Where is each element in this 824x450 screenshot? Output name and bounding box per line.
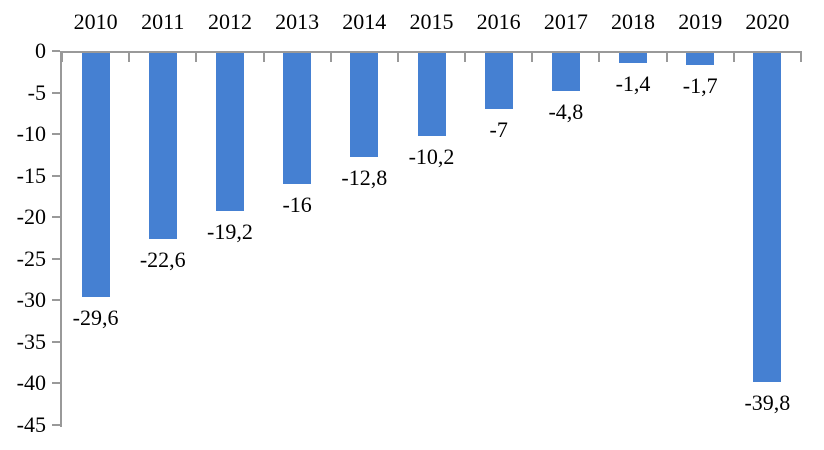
- category-axis-tick: [262, 51, 265, 62]
- year-label-2010: 2010: [73, 9, 118, 34]
- value-label-2012: -19,2: [207, 218, 253, 244]
- category-axis-tick: [800, 51, 802, 62]
- bar-2013: [283, 53, 312, 184]
- value-label-2020: -39,8: [744, 389, 791, 415]
- y-axis-tick: [52, 257, 60, 260]
- y-axis-tick: [52, 50, 60, 52]
- y-axis-tick: [52, 91, 60, 94]
- category-axis-tick: [464, 51, 467, 62]
- category-axis-tick: [598, 51, 601, 62]
- bar-2020: [753, 53, 782, 382]
- year-label-2019: 2019: [678, 9, 723, 34]
- y-axis-label--35: -35: [16, 328, 46, 354]
- y-axis-label--45: -45: [16, 412, 46, 437]
- y-axis-tick: [52, 382, 60, 385]
- bar-2017: [551, 53, 580, 91]
- category-axis-tick: [531, 51, 534, 62]
- value-label-2010: -29,6: [72, 305, 119, 330]
- y-axis-label--40: -40: [16, 370, 46, 396]
- value-label-2019: -1,7: [682, 73, 718, 99]
- year-label-2015: 2015: [409, 9, 454, 34]
- category-axis-tick: [128, 51, 131, 62]
- value-label-2015: -10,2: [408, 143, 455, 169]
- year-label-2017: 2017: [543, 9, 588, 34]
- year-label-2020: 2020: [745, 9, 790, 34]
- y-axis-label-0: 0: [35, 38, 46, 63]
- bar-2018: [619, 53, 648, 63]
- y-axis-label--5: -5: [27, 79, 46, 105]
- y-axis-tick: [52, 174, 60, 177]
- year-label-2012: 2012: [207, 9, 252, 34]
- year-label-2013: 2013: [275, 9, 320, 34]
- value-label-2016: -7: [489, 117, 508, 143]
- year-label-2011: 2011: [141, 9, 185, 34]
- category-axis-tick: [195, 51, 198, 62]
- bar-2014: [350, 53, 379, 158]
- year-label-2016: 2016: [476, 9, 521, 34]
- category-axis-tick: [61, 51, 63, 62]
- y-axis-label--25: -25: [16, 245, 46, 271]
- value-label-2013: -16: [282, 191, 312, 217]
- value-label-2018: -1,4: [615, 70, 651, 96]
- y-axis-tick: [52, 424, 60, 426]
- category-axis-tick: [396, 51, 399, 62]
- y-axis-label--15: -15: [16, 162, 46, 188]
- zero-axis-line: [62, 51, 801, 53]
- y-axis-tick: [52, 133, 60, 136]
- year-label-2014: 2014: [342, 9, 387, 34]
- y-axis-tick: [52, 216, 60, 219]
- y-axis-line: [60, 51, 62, 427]
- category-axis-tick: [732, 51, 735, 62]
- bar-2011: [148, 53, 177, 239]
- y-axis-tick: [52, 340, 60, 343]
- bar-2012: [215, 53, 244, 211]
- bar-2016: [484, 53, 513, 110]
- bar-2015: [417, 53, 446, 136]
- y-axis-label--30: -30: [16, 287, 46, 313]
- year-label-2018: 2018: [611, 9, 656, 34]
- value-label-2014: -12,8: [341, 165, 388, 191]
- bar-2019: [686, 53, 715, 66]
- y-axis-label--20: -20: [16, 204, 46, 230]
- value-label-2017: -4,8: [548, 98, 584, 124]
- bar-2010: [81, 53, 110, 297]
- y-axis-label--10: -10: [16, 121, 46, 147]
- category-axis-tick: [329, 51, 332, 62]
- category-axis-tick: [665, 51, 668, 62]
- y-axis-tick: [52, 299, 60, 302]
- value-label-2011: -22,6: [139, 246, 186, 272]
